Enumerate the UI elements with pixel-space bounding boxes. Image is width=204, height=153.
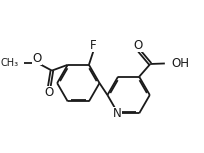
Text: N: N [113,107,122,120]
Text: O: O [32,52,42,65]
Text: O: O [133,39,143,52]
Text: O: O [45,86,54,99]
Text: F: F [90,39,97,52]
Text: CH₃: CH₃ [1,58,19,68]
Text: OH: OH [172,57,190,70]
